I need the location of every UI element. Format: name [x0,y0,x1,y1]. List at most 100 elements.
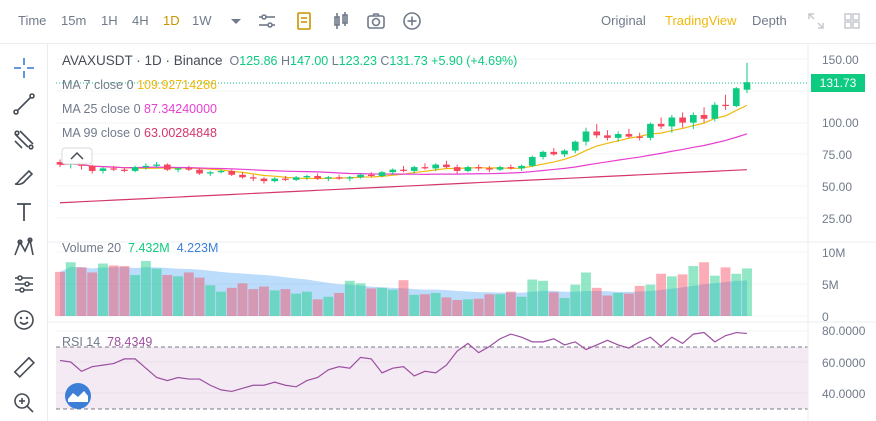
pattern-tool-icon[interactable] [12,236,36,260]
grid [56,58,808,394]
candle-body [153,164,160,166]
volume-bar [430,292,441,316]
candle-body [722,104,729,107]
add-icon[interactable] [402,11,422,31]
candle-body [56,162,64,165]
volume-bar [666,276,677,316]
volume-bar [183,272,194,316]
indicators-icon[interactable] [294,11,314,31]
volume-bar [559,298,570,316]
candle [453,164,461,174]
volume-bar [720,267,731,316]
rsi-label: RSI 14 [62,335,101,349]
interval-1w[interactable]: 1W [192,13,212,28]
candle [282,176,289,182]
price-tick-100: 100.00 [822,116,859,130]
price-tick-25: 25.00 [822,212,853,226]
interval-4h[interactable]: 4H [132,13,149,28]
camera-icon[interactable] [366,11,386,31]
ma7-label: MA 7 close 0 [62,78,134,92]
ma99-label: MA 99 close 0 [62,126,141,140]
volume-ma-value: 4.223M [176,241,219,255]
ruler-icon[interactable] [12,355,36,379]
volume-bar [334,292,345,316]
candle-body [303,176,311,178]
zoom-in-icon[interactable] [12,391,36,415]
candle-body [561,150,568,155]
view-depth[interactable]: Depth [752,13,787,28]
ma25-value: 87.34240000 [144,102,217,116]
candle [657,117,665,129]
candle [690,112,697,129]
candle [700,107,708,123]
volume-bar [97,263,108,316]
view-original[interactable]: Original [601,13,646,28]
interval-15m[interactable]: 15m [61,13,87,28]
candle [314,173,321,180]
interval-time[interactable]: Time [18,13,47,28]
candles [56,62,751,184]
volume-bar [473,298,484,316]
candle-body [464,167,472,171]
volume-bar [280,289,291,316]
settings-sliders-icon[interactable] [257,11,277,31]
candle [711,102,719,122]
volume-bar [656,273,667,316]
candle-style-icon[interactable] [331,11,351,31]
emoji-icon[interactable] [12,308,36,332]
candle-body [121,169,128,171]
candle [614,131,622,142]
collapse-button[interactable] [61,147,93,165]
drawing-toolbar [0,44,48,421]
volume-bar [581,272,591,316]
candle-body [496,167,504,170]
candle [539,150,547,160]
volume-bar [495,294,506,316]
brush-icon[interactable] [12,164,36,188]
candle [367,172,375,178]
interval-1d[interactable]: 1D [163,13,180,28]
candle-body [528,156,536,166]
volume-bar [420,294,430,316]
volume-bar [548,292,559,316]
toolbar: Time 15m 1H 4H 1D 1W Original TradingVie… [0,0,876,44]
volume-bar [484,294,495,316]
interval-1h[interactable]: 1H [101,13,118,28]
volume-value: 7.432M [128,241,170,255]
candle [647,122,654,141]
volume-bar [591,287,602,316]
candle-body [421,167,429,169]
candle [496,165,504,171]
volume-bar [570,284,581,316]
candle [325,176,332,182]
change-value: +5.90 (+4.69%) [431,54,518,68]
candle [421,163,429,170]
volume-bar [65,262,76,316]
crosshair-icon[interactable] [12,56,36,80]
candle [249,174,257,182]
high-value: 147.00 [290,54,329,68]
ma99-legend: MA 99 close 0 63.00284848 [62,126,217,140]
volume-bar [76,267,87,316]
candle [196,168,203,175]
candle [56,159,64,168]
grid-layout-icon[interactable] [842,11,862,31]
candle-body [378,172,386,177]
chevron-down-icon[interactable] [226,11,246,31]
expand-icon[interactable] [806,11,826,31]
volume-bar [344,280,355,316]
view-tradingview[interactable]: TradingView [665,13,737,28]
measure-tool-icon[interactable] [12,272,36,296]
candle-body [249,177,257,179]
volume-profile-button[interactable] [65,383,91,409]
text-tool-icon[interactable] [12,200,36,224]
candle-body [582,131,590,142]
fib-tool-icon[interactable] [12,128,36,152]
volume-bar [516,296,527,316]
trend-line-icon[interactable] [12,92,36,116]
volume-bar [291,293,302,316]
volume-label: Volume 20 [62,241,122,255]
candle-body [196,169,203,174]
open-label: O [229,54,240,68]
